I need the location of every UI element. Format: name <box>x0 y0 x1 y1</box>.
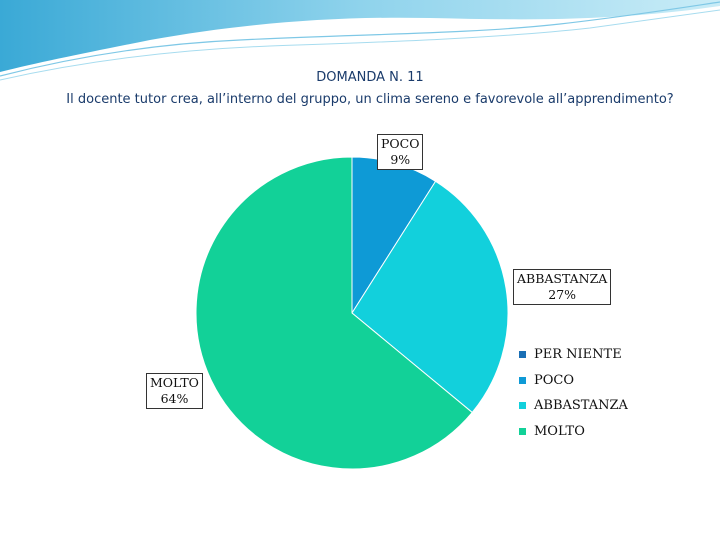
callout-poco-value: 9% <box>390 152 411 167</box>
callout-molto: MOLTO 64% <box>146 373 203 409</box>
callout-molto-value: 64% <box>160 391 189 406</box>
callout-abbastanza: ABBASTANZA 27% <box>513 269 612 305</box>
legend-swatch-per-niente <box>519 351 526 359</box>
legend-item-molto: MOLTO <box>519 419 628 445</box>
chart-subtitle: Il docente tutor crea, all’interno del g… <box>66 92 674 107</box>
legend-swatch-poco <box>519 376 526 384</box>
chart-title-block: DOMANDA N. 11 Il docente tutor crea, all… <box>0 67 720 111</box>
legend-label-molto: MOLTO <box>534 423 585 439</box>
callout-molto-label: MOLTO <box>150 375 199 390</box>
chart-legend: PER NIENTE POCO ABBASTANZA MOLTO <box>519 342 628 444</box>
legend-label-per-niente: PER NIENTE <box>534 347 622 363</box>
pie-slice-molto <box>195 156 473 470</box>
legend-swatch-molto <box>519 427 526 435</box>
callout-abbastanza-label: ABBASTANZA <box>517 271 608 286</box>
legend-item-poco: POCO <box>519 368 628 394</box>
chart-title: DOMANDA N. 11 <box>316 70 424 85</box>
legend-item-per-niente: PER NIENTE <box>519 342 628 368</box>
callout-poco: POCO 9% <box>377 134 424 170</box>
legend-swatch-abbastanza <box>519 402 526 410</box>
legend-item-abbastanza: ABBASTANZA <box>519 393 628 419</box>
legend-label-poco: POCO <box>534 372 575 388</box>
callout-poco-label: POCO <box>381 136 420 151</box>
pie-slice-abbastanza <box>351 180 509 414</box>
legend-label-abbastanza: ABBASTANZA <box>534 398 628 414</box>
callout-abbastanza-value: 27% <box>548 287 577 302</box>
